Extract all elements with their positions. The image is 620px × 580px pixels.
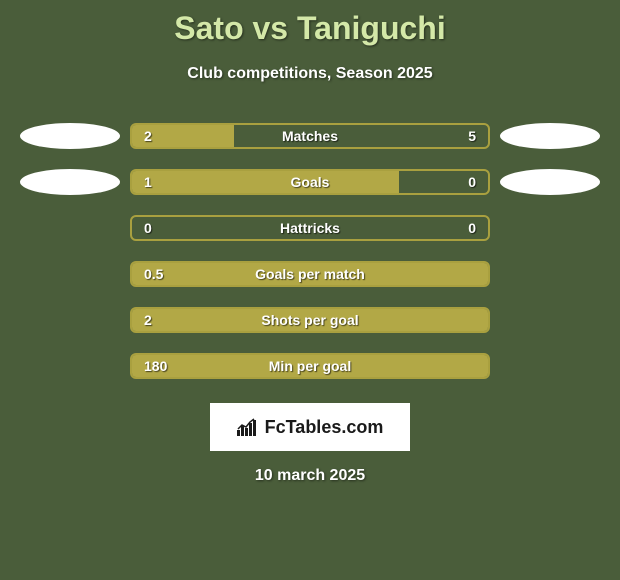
stat-label: Hattricks bbox=[280, 220, 340, 236]
stat-label: Shots per goal bbox=[261, 312, 358, 328]
player-badge-left bbox=[20, 169, 120, 195]
player-badge-left bbox=[20, 123, 120, 149]
left-badge-slot bbox=[10, 169, 130, 195]
stat-row: 0 0 Hattricks bbox=[10, 205, 610, 251]
stat-row: 180 Min per goal bbox=[10, 343, 610, 389]
stat-left-value: 2 bbox=[144, 128, 152, 144]
page-title: Sato vs Taniguchi bbox=[0, 0, 620, 47]
date-label: 10 march 2025 bbox=[0, 467, 620, 485]
stat-right-value: 5 bbox=[468, 128, 476, 144]
stat-label: Goals per match bbox=[255, 266, 365, 282]
left-badge-slot bbox=[10, 123, 130, 149]
stat-right-value: 0 bbox=[468, 174, 476, 190]
stat-bar: 0 0 Hattricks bbox=[130, 215, 490, 241]
bar-chart-icon bbox=[237, 418, 259, 436]
stat-left-value: 0 bbox=[144, 220, 152, 236]
stat-label: Min per goal bbox=[269, 358, 351, 374]
stats-container: 2 5 Matches 1 0 Goals 0 0 Hattricks 0.5 Goals per … bbox=[0, 113, 620, 389]
logo-box: FcTables.com bbox=[210, 403, 410, 451]
stat-bar: 2 5 Matches bbox=[130, 123, 490, 149]
stat-row: 1 0 Goals bbox=[10, 159, 610, 205]
stat-left-value: 2 bbox=[144, 312, 152, 328]
player-badge-right bbox=[500, 169, 600, 195]
subtitle: Club competitions, Season 2025 bbox=[0, 65, 620, 83]
stat-left-value: 0.5 bbox=[144, 266, 163, 282]
stat-bar-remainder bbox=[234, 125, 488, 147]
stat-left-value: 180 bbox=[144, 358, 167, 374]
stat-label: Matches bbox=[282, 128, 338, 144]
stat-label: Goals bbox=[291, 174, 330, 190]
stat-row: 2 Shots per goal bbox=[10, 297, 610, 343]
stat-bar: 2 Shots per goal bbox=[130, 307, 490, 333]
right-badge-slot bbox=[490, 123, 610, 149]
stat-row: 0.5 Goals per match bbox=[10, 251, 610, 297]
player-badge-right bbox=[500, 123, 600, 149]
logo-text: FcTables.com bbox=[265, 417, 384, 438]
right-badge-slot bbox=[490, 169, 610, 195]
stat-bar: 0.5 Goals per match bbox=[130, 261, 490, 287]
stat-left-value: 1 bbox=[144, 174, 152, 190]
stat-bar: 180 Min per goal bbox=[130, 353, 490, 379]
stat-right-value: 0 bbox=[468, 220, 476, 236]
stat-bar-fill bbox=[132, 171, 399, 193]
stat-row: 2 5 Matches bbox=[10, 113, 610, 159]
stat-bar: 1 0 Goals bbox=[130, 169, 490, 195]
